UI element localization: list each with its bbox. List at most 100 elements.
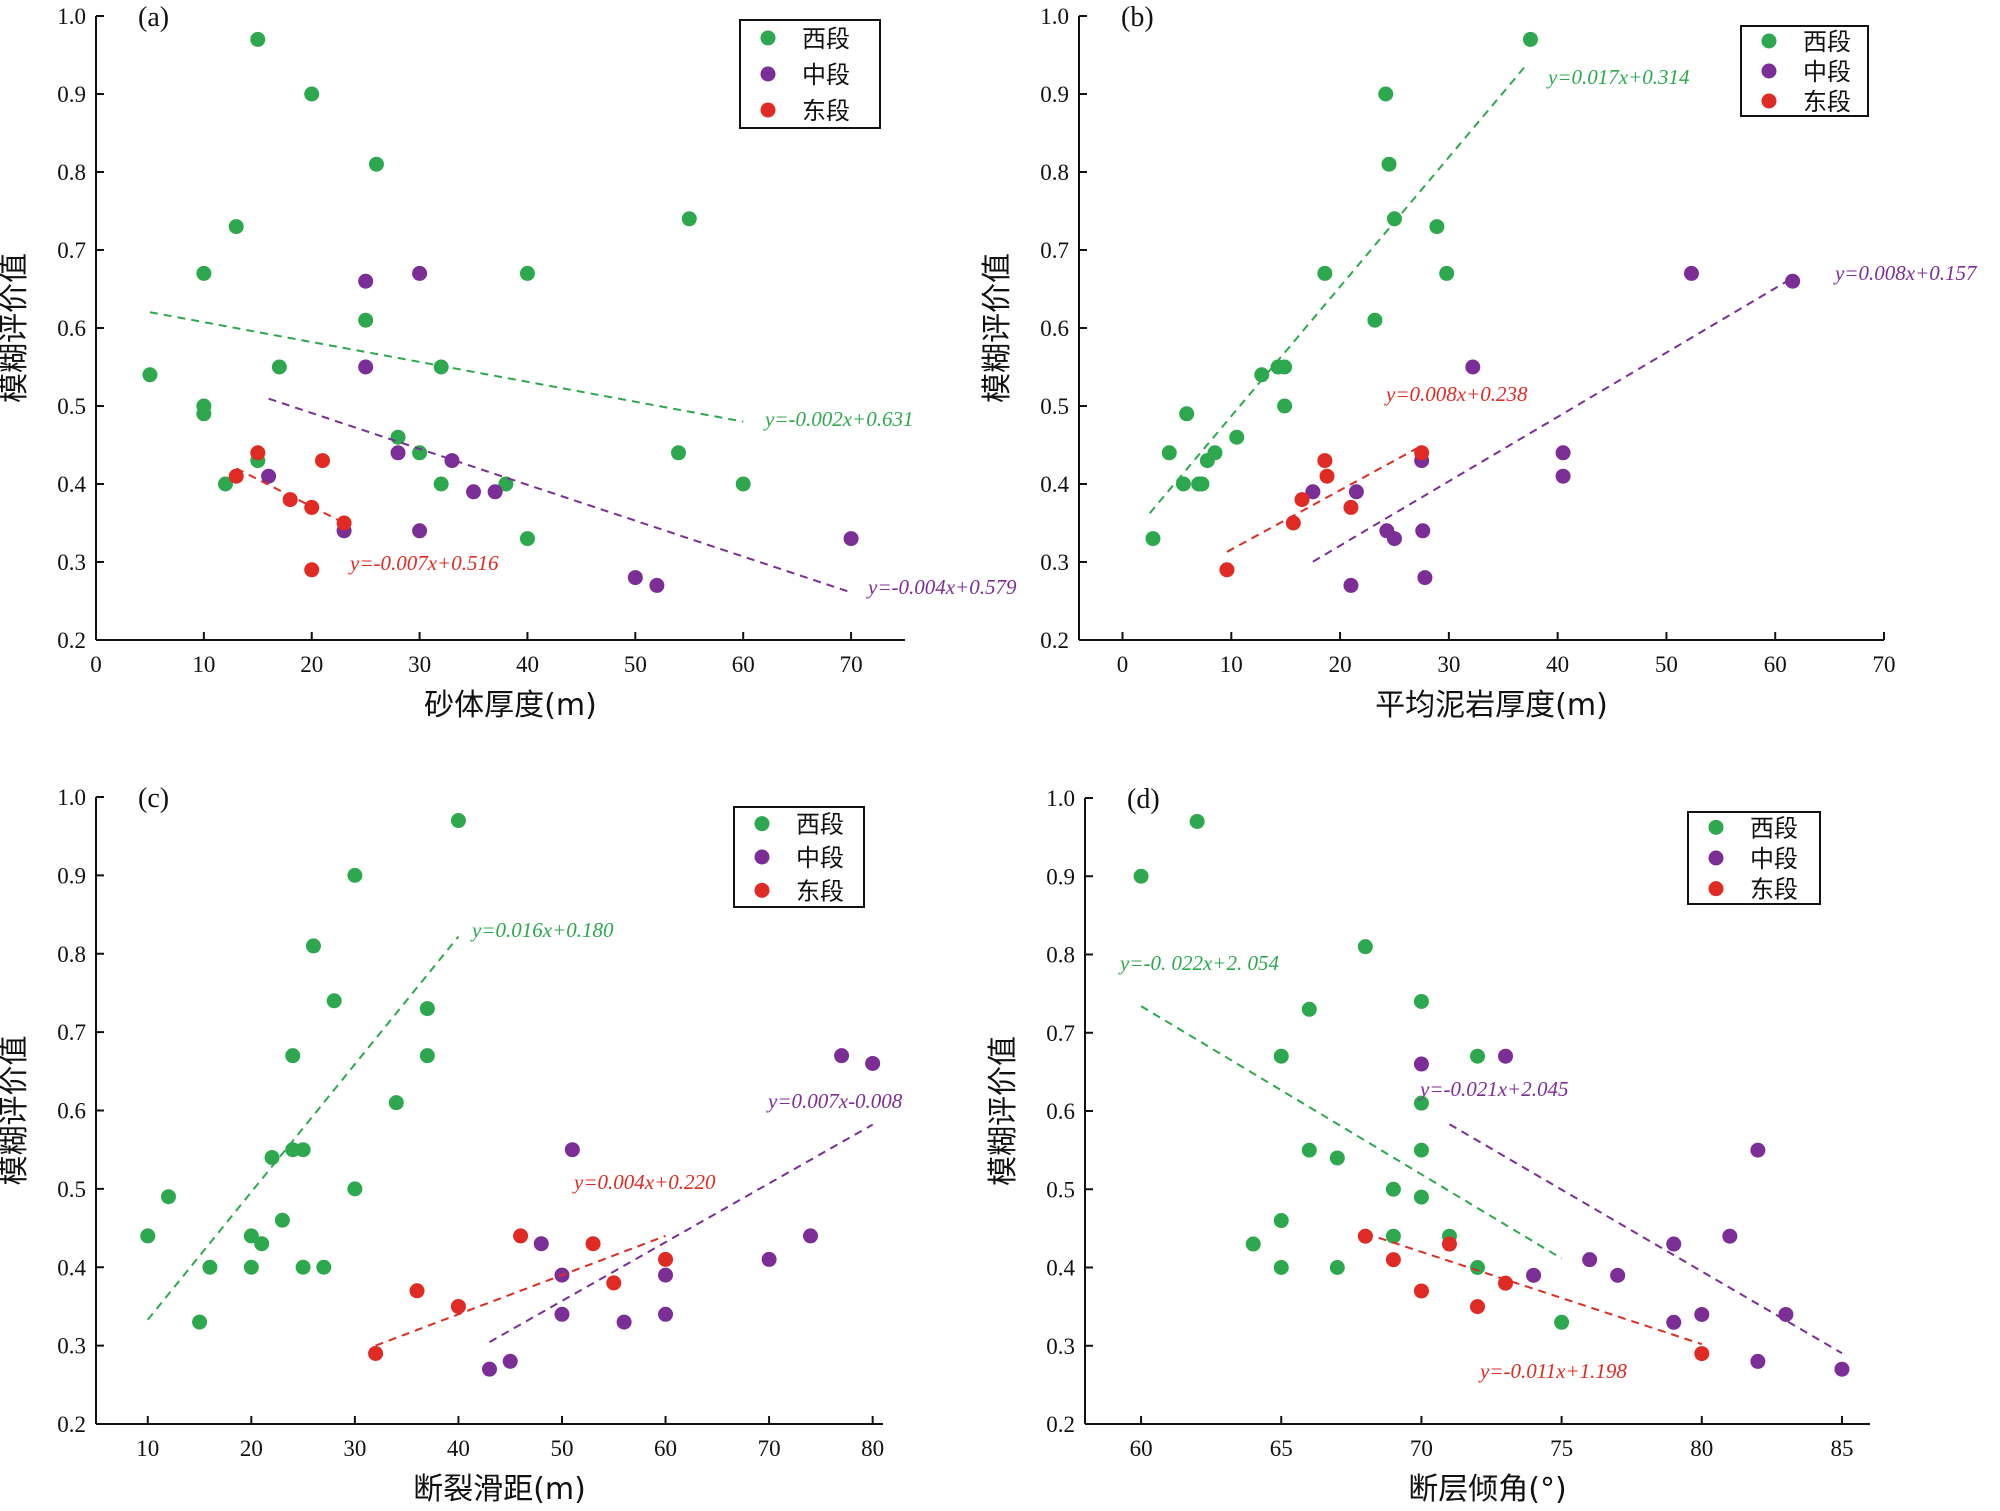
data-point-middle — [649, 577, 665, 593]
data-point-west — [316, 1259, 332, 1275]
x-axis-title: 平均泥岩厚度(m) — [1375, 688, 1608, 723]
data-point-east — [304, 562, 320, 578]
legend-label-middle: 中段 — [802, 61, 850, 89]
legend-marker-east — [1761, 93, 1777, 109]
data-point-east — [368, 1345, 384, 1361]
x-tick-label: 20 — [300, 652, 323, 677]
data-point-middle — [761, 1251, 777, 1267]
data-point-west — [1429, 219, 1445, 235]
data-point-east — [450, 1298, 466, 1314]
trendline-equation-middle: y=-0.021x+2.045 — [1418, 1077, 1568, 1101]
data-point-west — [735, 476, 751, 492]
y-tick-label: 0.3 — [57, 550, 86, 575]
data-point-west — [1329, 1150, 1345, 1166]
data-point-west — [368, 156, 384, 172]
data-point-west — [285, 1142, 301, 1158]
x-tick-label: 40 — [1546, 652, 1569, 677]
data-point-west — [681, 211, 697, 227]
data-point-west — [1439, 265, 1455, 281]
data-point-middle — [1417, 570, 1433, 586]
data-point-middle — [390, 445, 406, 461]
data-point-west — [243, 1259, 259, 1275]
data-point-middle — [1834, 1361, 1850, 1377]
data-point-west — [388, 1095, 404, 1111]
y-tick-label: 1.0 — [1046, 786, 1075, 811]
x-tick-label: 30 — [1437, 652, 1460, 677]
data-point-middle — [412, 523, 428, 539]
data-point-west — [1277, 398, 1293, 414]
y-tick-label: 0.4 — [1046, 1256, 1075, 1281]
data-point-east — [585, 1236, 601, 1252]
chart-panel-c: 0.2 0.3 0.4 0.5 0.6 0.7 0.8 0.9 1.0 10 20 30 40 50 60 7… — [0, 783, 903, 1507]
y-tick-label: 0.6 — [57, 316, 86, 341]
data-point-west — [419, 1001, 435, 1017]
data-point-west — [519, 265, 535, 281]
data-point-middle — [1305, 484, 1321, 500]
y-tick-label: 0.6 — [1046, 1099, 1075, 1124]
data-point-middle — [1750, 1142, 1766, 1158]
data-point-middle — [1498, 1048, 1514, 1064]
data-point-middle — [261, 468, 277, 484]
data-point-west — [305, 938, 321, 954]
data-point-middle — [803, 1228, 819, 1244]
trendline-equation-middle: y=-0.004x+0.579 — [866, 575, 1017, 599]
y-tick-label: 0.7 — [57, 1020, 86, 1045]
data-point-west — [498, 476, 514, 492]
panel-label: (c) — [138, 783, 169, 814]
data-point-middle — [616, 1314, 632, 1330]
trendline-equation-middle: y=0.007x-0.008 — [766, 1089, 903, 1113]
y-tick-label: 0.6 — [57, 1099, 86, 1124]
data-point-west — [433, 476, 449, 492]
y-tick-label: 0.5 — [57, 394, 86, 419]
data-point-west — [192, 1314, 208, 1330]
x-tick-label: 50 — [1655, 652, 1678, 677]
data-point-west — [1329, 1260, 1345, 1275]
data-point-middle — [1750, 1353, 1766, 1369]
x-tick-label: 40 — [516, 652, 539, 677]
data-point-east — [1294, 492, 1310, 508]
x-tick-label: 80 — [1690, 1436, 1713, 1461]
data-point-east — [282, 492, 298, 508]
data-point-middle — [658, 1306, 674, 1322]
x-tick-label: 70 — [840, 652, 863, 677]
data-point-west — [1378, 86, 1394, 102]
data-point-west — [1301, 1142, 1317, 1158]
data-point-middle — [1526, 1267, 1542, 1283]
trendline-west — [146, 935, 460, 1321]
data-point-east — [1441, 1236, 1457, 1252]
data-point-middle — [502, 1353, 518, 1369]
x-axis-title: 砂体厚度(m) — [424, 688, 597, 723]
panel-label: (a) — [138, 2, 169, 33]
y-axis-title: 模糊评价值 — [986, 1036, 1021, 1186]
data-point-west — [160, 1189, 176, 1205]
data-point-east — [1470, 1299, 1485, 1315]
x-tick-label: 80 — [861, 1436, 884, 1461]
y-axis-title: 模糊评价值 — [0, 253, 32, 403]
x-tick-label: 70 — [1873, 652, 1896, 677]
data-point-middle — [1785, 273, 1801, 289]
data-point-west — [1554, 1314, 1570, 1330]
y-tick-label: 0.7 — [57, 238, 86, 263]
data-point-middle — [487, 484, 503, 500]
trendline-middle — [1312, 277, 1794, 563]
data-point-west — [1413, 1189, 1429, 1205]
chart-panel-d: 0.2 0.3 0.4 0.5 0.6 0.7 0.8 0.9 1.0 60 65 70 75 80 85 断… — [986, 784, 1870, 1507]
data-point-west — [142, 367, 158, 383]
data-point-west — [196, 265, 212, 281]
data-point-east — [606, 1275, 622, 1291]
trendline-east — [1365, 1232, 1703, 1346]
y-tick-label: 0.2 — [57, 1412, 86, 1437]
x-tick-label: 0 — [90, 652, 102, 677]
x-tick-label: 0 — [1117, 652, 1129, 677]
data-point-east — [336, 515, 352, 531]
data-point-west — [217, 476, 233, 492]
data-point-middle — [444, 453, 460, 469]
y-tick-label: 0.8 — [1046, 943, 1075, 968]
data-point-west — [264, 1150, 280, 1166]
data-point-west — [1385, 1181, 1401, 1197]
data-point-west — [347, 867, 363, 883]
data-point-middle — [358, 359, 374, 375]
data-point-east — [304, 499, 320, 515]
x-tick-label: 10 — [1220, 652, 1243, 677]
